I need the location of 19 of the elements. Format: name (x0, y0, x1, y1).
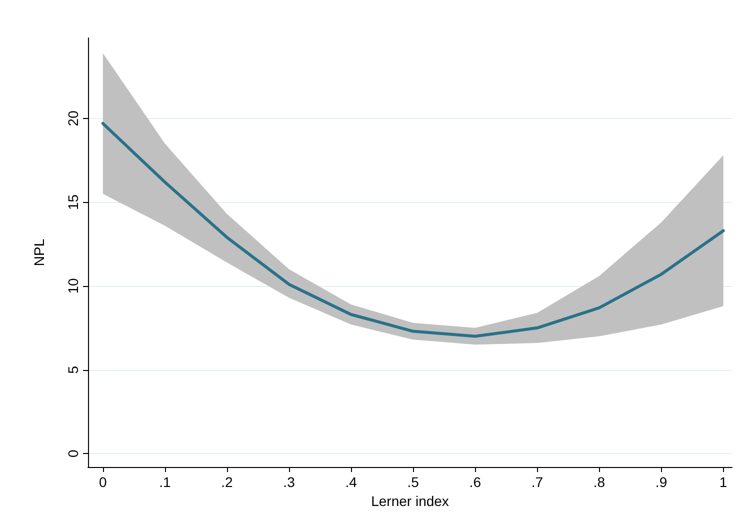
x-tick-label: .5 (407, 474, 420, 490)
x-axis-title: Lerner index (371, 492, 449, 509)
y-axis-title: NPL (31, 238, 47, 266)
x-tick-label: 0 (98, 474, 107, 490)
y-tick-label: 20 (65, 110, 81, 126)
x-tick-label: .9 (655, 474, 668, 490)
x-tick-label: .6 (469, 474, 482, 490)
x-tick-label: .1 (159, 474, 171, 490)
line-series (101, 122, 725, 338)
y-tick-label: 5 (65, 366, 81, 374)
y-tick-label: 0 (65, 449, 81, 458)
x-tick-label: .2 (221, 474, 234, 490)
x-tick-label: 1 (719, 474, 728, 490)
y-tick-label: 15 (65, 194, 81, 210)
x-tick-label: .8 (593, 474, 606, 490)
y-tick-label: 10 (65, 278, 81, 294)
x-tick-label: .7 (531, 474, 544, 490)
x-tick-label: .4 (345, 474, 358, 490)
x-tick-label: .3 (283, 474, 296, 490)
